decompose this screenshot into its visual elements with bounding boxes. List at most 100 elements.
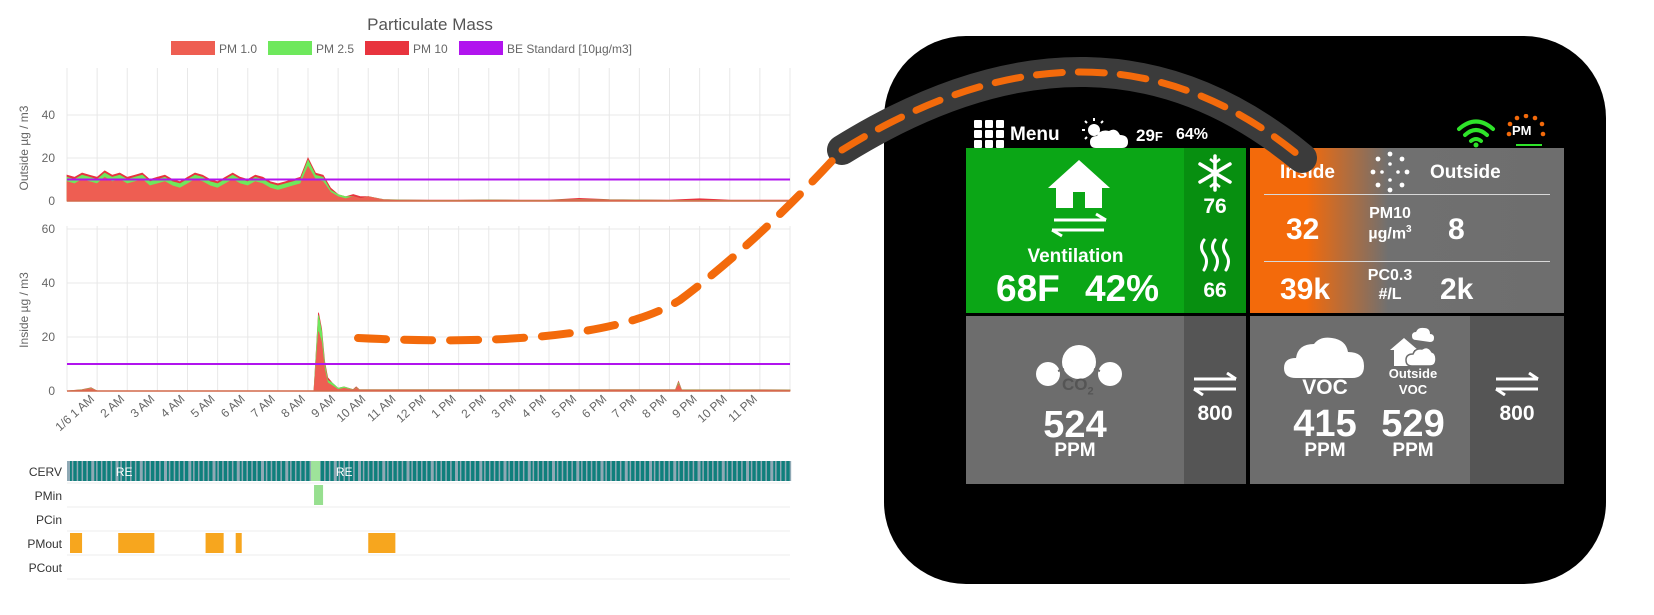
cerv-status-stripe: [775, 461, 777, 481]
cerv-status-stripe: [183, 461, 185, 481]
timeline-row-label: PCin: [36, 513, 62, 527]
x-tick-label: 7 AM: [248, 392, 278, 421]
cerv-status-stripe: [275, 461, 278, 481]
cerv-status-stripe: [750, 461, 753, 481]
x-tick-label: 3 AM: [128, 392, 158, 421]
particulate-mass-chart: Particulate Mass PM 1.0 PM 2.5 PM 10 BE Sta…: [17, 15, 792, 580]
cerv-status-stripe: [459, 461, 462, 481]
cerv-status-stripe: [639, 461, 641, 481]
cerv-status-stripe: [663, 461, 666, 481]
cerv-status-stripe: [741, 461, 743, 481]
cerv-status-stripe: [168, 461, 171, 481]
setpoint-tile[interactable]: 76 66: [1184, 148, 1246, 313]
menu-button[interactable]: Menu: [1010, 124, 1060, 145]
x-tick-label: 5 AM: [188, 392, 218, 421]
cerv-status-stripe: [731, 461, 733, 481]
x-tick-label: 5 PM: [549, 392, 579, 421]
voc-setpoint-tile[interactable]: 800: [1470, 316, 1564, 484]
menu-grid-icon[interactable]: [974, 120, 1004, 148]
cerv-status-stripe: [779, 461, 782, 481]
cerv-status-stripe: [522, 461, 525, 481]
cerv-status-stripe: [493, 461, 496, 481]
cerv-status-stripe: [488, 461, 491, 481]
heat-waves-icon: [1200, 238, 1230, 272]
voc-label: VOC: [1302, 376, 1348, 399]
ventilation-label: Ventilation: [1027, 246, 1124, 267]
house-exchange-icon: [1048, 160, 1110, 238]
x-tick-label: 1/6 1 AM: [53, 392, 98, 434]
status-timeline: CERV RE RE PMin PCin PMout PCout: [27, 461, 792, 580]
outside-plot: 0 20 40 Outside µg / m3: [17, 68, 791, 208]
divider: [1264, 261, 1550, 262]
cerv-status-stripe: [464, 461, 467, 481]
legend-label: PM 1.0: [219, 42, 257, 56]
legend-label: PM 2.5: [316, 42, 354, 56]
cerv-status-stripe: [556, 461, 559, 481]
cerv-status-stripe: [241, 461, 244, 481]
cerv-status-stripe: [682, 461, 685, 481]
co2-label-subscript: 2: [1087, 385, 1094, 398]
x-axis: 1/6 1 AM 2 AM 3 AM 4 AM 5 AM 6 AM 7 AM 8 AM 9 AM…: [53, 392, 760, 434]
cerv-status-stripe: [333, 461, 337, 481]
ventilation-tile[interactable]: Ventilation 68F 42%: [966, 148, 1184, 313]
pm10-outside-value: 8: [1448, 213, 1465, 246]
cerv-status-stripe: [765, 461, 767, 481]
timeline-segment: [205, 533, 224, 553]
cerv-status-stripe: [508, 461, 510, 481]
cerv-status-stripe: [653, 461, 656, 481]
divider: [1264, 194, 1550, 195]
co2-setpoint-tile[interactable]: 800: [1184, 316, 1246, 484]
cerv-status-stripe: [425, 461, 428, 481]
cerv-status-stripe: [270, 461, 273, 481]
cerv-status-stripe: [338, 461, 341, 481]
cerv-status-stripe: [619, 461, 622, 481]
wifi-icon[interactable]: [1456, 118, 1496, 148]
timeline-row-label: PMout: [27, 537, 62, 551]
cerv-status-stripe: [571, 461, 573, 481]
cerv-status-stripe: [450, 461, 452, 481]
cerv-status-stripe: [130, 461, 132, 481]
cerv-status-stripe: [566, 461, 569, 481]
air-quality-tile[interactable]: Inside Outside 32 PM10 µg/m3 8 39k PC0.3…: [1250, 148, 1564, 313]
co2-setpoint: 800: [1197, 402, 1233, 425]
pm-indicator[interactable]: PM: [1506, 114, 1556, 152]
cerv-status-stripe: [678, 461, 680, 481]
pc-label: PC0.3: [1367, 267, 1413, 284]
timeline-row-label: CERV: [29, 465, 62, 479]
cerv-status-stripe: [658, 461, 661, 481]
x-tick-label: 2 PM: [459, 392, 489, 421]
pc-outside-value: 2k: [1440, 273, 1474, 306]
timeline-segment: [314, 485, 324, 505]
thermostat-screen: Menu 29F 64% PM: [966, 112, 1564, 510]
y-tick-label: 0: [48, 194, 55, 208]
cerv-status-stripe: [304, 461, 307, 481]
cerv-status-stripe: [784, 461, 787, 481]
cerv-status-stripe: [159, 461, 161, 481]
co2-bubbles-icon: [1036, 345, 1122, 386]
cerv-status-stripe: [702, 461, 704, 481]
x-tick-label: 1 PM: [428, 392, 458, 421]
pc-inside-value: 39k: [1280, 273, 1331, 306]
cerv-status-stripe: [547, 461, 549, 481]
cerv-status-stripe: [256, 461, 258, 481]
cerv-status-stripe: [71, 461, 74, 481]
voc-tile[interactable]: VOC 415 PPM Outside VOC 529 PPM: [1250, 316, 1470, 484]
cerv-status-stripe: [261, 461, 265, 481]
x-tick-label: 4 PM: [519, 392, 549, 421]
cerv-status-stripe: [362, 461, 365, 481]
x-tick-label: 9 AM: [308, 392, 338, 421]
inside-label: Inside: [1280, 162, 1335, 183]
pm10-unit-text: µg/m: [1368, 225, 1407, 243]
cerv-status-stripe: [299, 461, 302, 481]
outside-voc-label-2: VOC: [1398, 382, 1428, 397]
co2-tile[interactable]: CO2 524 PPM: [966, 316, 1184, 484]
timeline-segment: [118, 533, 155, 553]
cerv-status-stripe: [406, 461, 410, 481]
outdoor-humidity: 64%: [1176, 126, 1209, 143]
inside-plot: 0 20 40 60 Inside µg / m3: [17, 222, 791, 398]
legend-swatch: [459, 41, 503, 55]
cerv-status-stripe: [755, 461, 758, 481]
cerv-status-stripe: [396, 461, 399, 481]
co2-label-text: CO: [1062, 375, 1088, 394]
co2-value: 524: [1043, 404, 1107, 446]
